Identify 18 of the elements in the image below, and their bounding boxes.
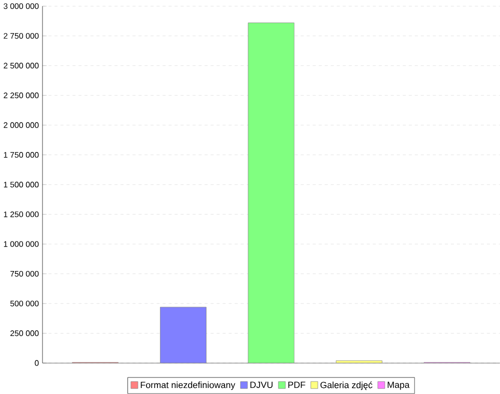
legend-label: Format niezdefiniowany [140, 382, 236, 390]
y-tick-label: 1 000 000 [4, 241, 39, 247]
legend-label: Mapa [388, 382, 410, 390]
legend-label: Galeria zdjęć [320, 382, 372, 390]
y-tick-label: 1 750 000 [4, 152, 39, 158]
y-tick-label: 2 250 000 [4, 92, 39, 98]
y-tick-label: 250 000 [10, 330, 39, 336]
y-tick-label: 1 500 000 [4, 182, 39, 188]
y-tick-label: 750 000 [10, 271, 39, 277]
y-tick-label: 3 000 000 [4, 3, 39, 10]
y-tick-label: 2 750 000 [4, 33, 39, 39]
y-tick-label: 2 500 000 [4, 62, 39, 69]
y-tick-label: 2 000 000 [4, 122, 39, 128]
y-tick-label: 1 250 000 [4, 212, 39, 218]
y-tick-label: 500 000 [10, 300, 39, 306]
legend-label: PDF [288, 382, 306, 388]
y-tick-label: 0 [34, 360, 39, 366]
legend-label: DJVU [250, 382, 273, 388]
